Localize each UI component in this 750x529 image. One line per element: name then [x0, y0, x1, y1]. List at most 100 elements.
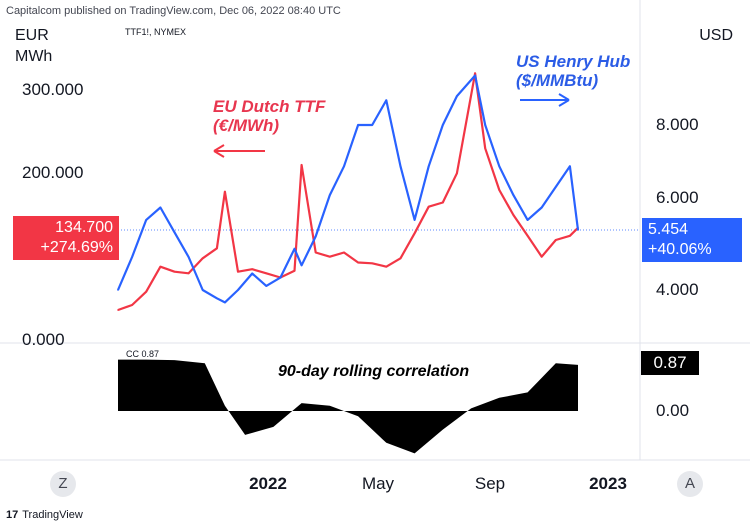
us-annotation-unit: ($/MMBtu)	[516, 71, 599, 90]
correlation-area	[118, 359, 578, 454]
symbol-label: TTF1!, NYMEX	[125, 27, 187, 37]
us-data-point	[498, 165, 501, 168]
us-annotation: US Henry Hub ($/MMBtu)	[516, 52, 630, 90]
eu-data-point	[385, 265, 388, 268]
publisher-text: Capitalcom published on TradingView.com,…	[6, 5, 341, 17]
eu-data-point	[237, 270, 239, 273]
eu-data-point	[131, 304, 133, 306]
eu-data-point	[187, 272, 190, 275]
cc-label: CC 0.87	[126, 349, 160, 359]
us-data-point	[555, 186, 557, 188]
eu-data-point	[399, 257, 402, 260]
left-unit-label: EUR	[15, 27, 49, 44]
x-tick-label: May	[361, 474, 395, 493]
us-data-point	[224, 301, 226, 304]
us-annotation-title: US Henry Hub	[516, 52, 631, 71]
eu-annotation: EU Dutch TTF (€/MWh)	[213, 97, 325, 135]
us-henry-hub-series-line	[116, 74, 580, 304]
us-data-point	[117, 289, 119, 291]
eu-data-point	[216, 247, 218, 250]
us-data-point	[173, 231, 176, 234]
us-data-point	[145, 219, 148, 221]
eu-data-point	[159, 265, 162, 268]
tradingview-logo-icon: 17	[6, 509, 19, 521]
y-tick-left: 200.000	[22, 163, 84, 183]
eu-data-point	[300, 164, 303, 166]
us-data-point	[300, 264, 303, 267]
us-data-point	[413, 219, 416, 221]
us-data-point	[357, 124, 359, 126]
eu-data-point	[173, 270, 176, 273]
eu-data-point	[293, 270, 296, 272]
eu-data-point	[498, 189, 501, 191]
us-data-point	[569, 165, 571, 168]
tradingview-brand: TradingView	[22, 509, 83, 521]
us-data-point	[385, 99, 388, 102]
auto-scale-button[interactable]: A	[677, 471, 703, 497]
cc-value-box: 0.87	[641, 351, 699, 375]
eu-data-point	[265, 272, 268, 275]
us-data-point	[131, 256, 133, 258]
us-price-box: 5.454 +40.06%	[642, 218, 742, 262]
us-data-point	[343, 165, 345, 168]
eu-data-point	[442, 201, 444, 204]
us-data-point	[427, 165, 430, 168]
right-unit-label: USD	[699, 27, 733, 44]
eu-data-point	[456, 172, 458, 175]
us-data-point	[187, 256, 190, 258]
us-data-point	[526, 219, 529, 221]
left-unit-label-2: MWh	[15, 48, 53, 65]
us-data-point	[265, 285, 268, 287]
eu-data-point	[540, 255, 543, 258]
y-tick-left: 0.000	[22, 330, 65, 349]
eu-data-point	[474, 72, 476, 75]
right-arrow-icon	[520, 93, 570, 107]
us-data-point	[540, 206, 543, 209]
eu-price: 134.700	[55, 219, 113, 236]
us-data-point	[201, 289, 204, 291]
eu-data-point	[224, 190, 226, 193]
us-data-point	[577, 229, 579, 231]
us-data-point	[484, 124, 486, 126]
us-price: 5.454	[648, 221, 689, 238]
eu-data-point	[343, 251, 345, 254]
us-change: +40.06%	[648, 241, 712, 258]
eu-ttf-series-line	[117, 72, 579, 312]
left-arrow-icon	[213, 144, 265, 158]
eu-data-point	[371, 262, 374, 265]
us-data-point	[216, 297, 218, 300]
eu-data-point	[512, 214, 515, 216]
us-data-point	[512, 194, 515, 196]
us-data-point	[399, 165, 402, 168]
y-tick-correlation: 0.00	[656, 401, 690, 420]
eu-data-point	[117, 309, 119, 311]
eu-data-point	[329, 255, 331, 258]
eu-data-point	[555, 239, 557, 241]
eu-data-point	[484, 147, 486, 150]
tradingview-logo: 17 TradingView	[6, 509, 83, 521]
eu-price-box: 134.700 +274.69%	[13, 216, 119, 260]
eu-data-point	[569, 235, 571, 237]
us-data-point	[279, 276, 282, 279]
eu-data-point	[357, 261, 359, 264]
eu-annotation-unit: (€/MWh)	[213, 116, 280, 135]
y-tick-right: 8.000	[656, 115, 699, 134]
y-tick-right: 6.000	[656, 187, 699, 207]
correlation-annotation: 90-day rolling correlation	[278, 363, 470, 380]
x-tick-label: 2022	[249, 474, 287, 493]
eu-data-point	[314, 251, 317, 254]
eu-annotation-title: EU Dutch TTF	[213, 97, 326, 116]
us-data-point	[442, 124, 444, 126]
eu-data-point	[427, 205, 430, 208]
us-data-point	[237, 289, 239, 291]
eu-change: +274.69%	[40, 239, 113, 256]
us-data-point	[251, 272, 253, 275]
us-data-point	[371, 124, 374, 126]
us-data-point	[314, 235, 317, 238]
eu-data-point	[201, 257, 204, 260]
zoom-button[interactable]: Z	[50, 471, 76, 497]
us-data-point	[474, 74, 476, 77]
us-data-point	[456, 95, 458, 97]
y-tick-left: 300.000	[22, 80, 84, 99]
eu-data-point	[145, 290, 148, 293]
